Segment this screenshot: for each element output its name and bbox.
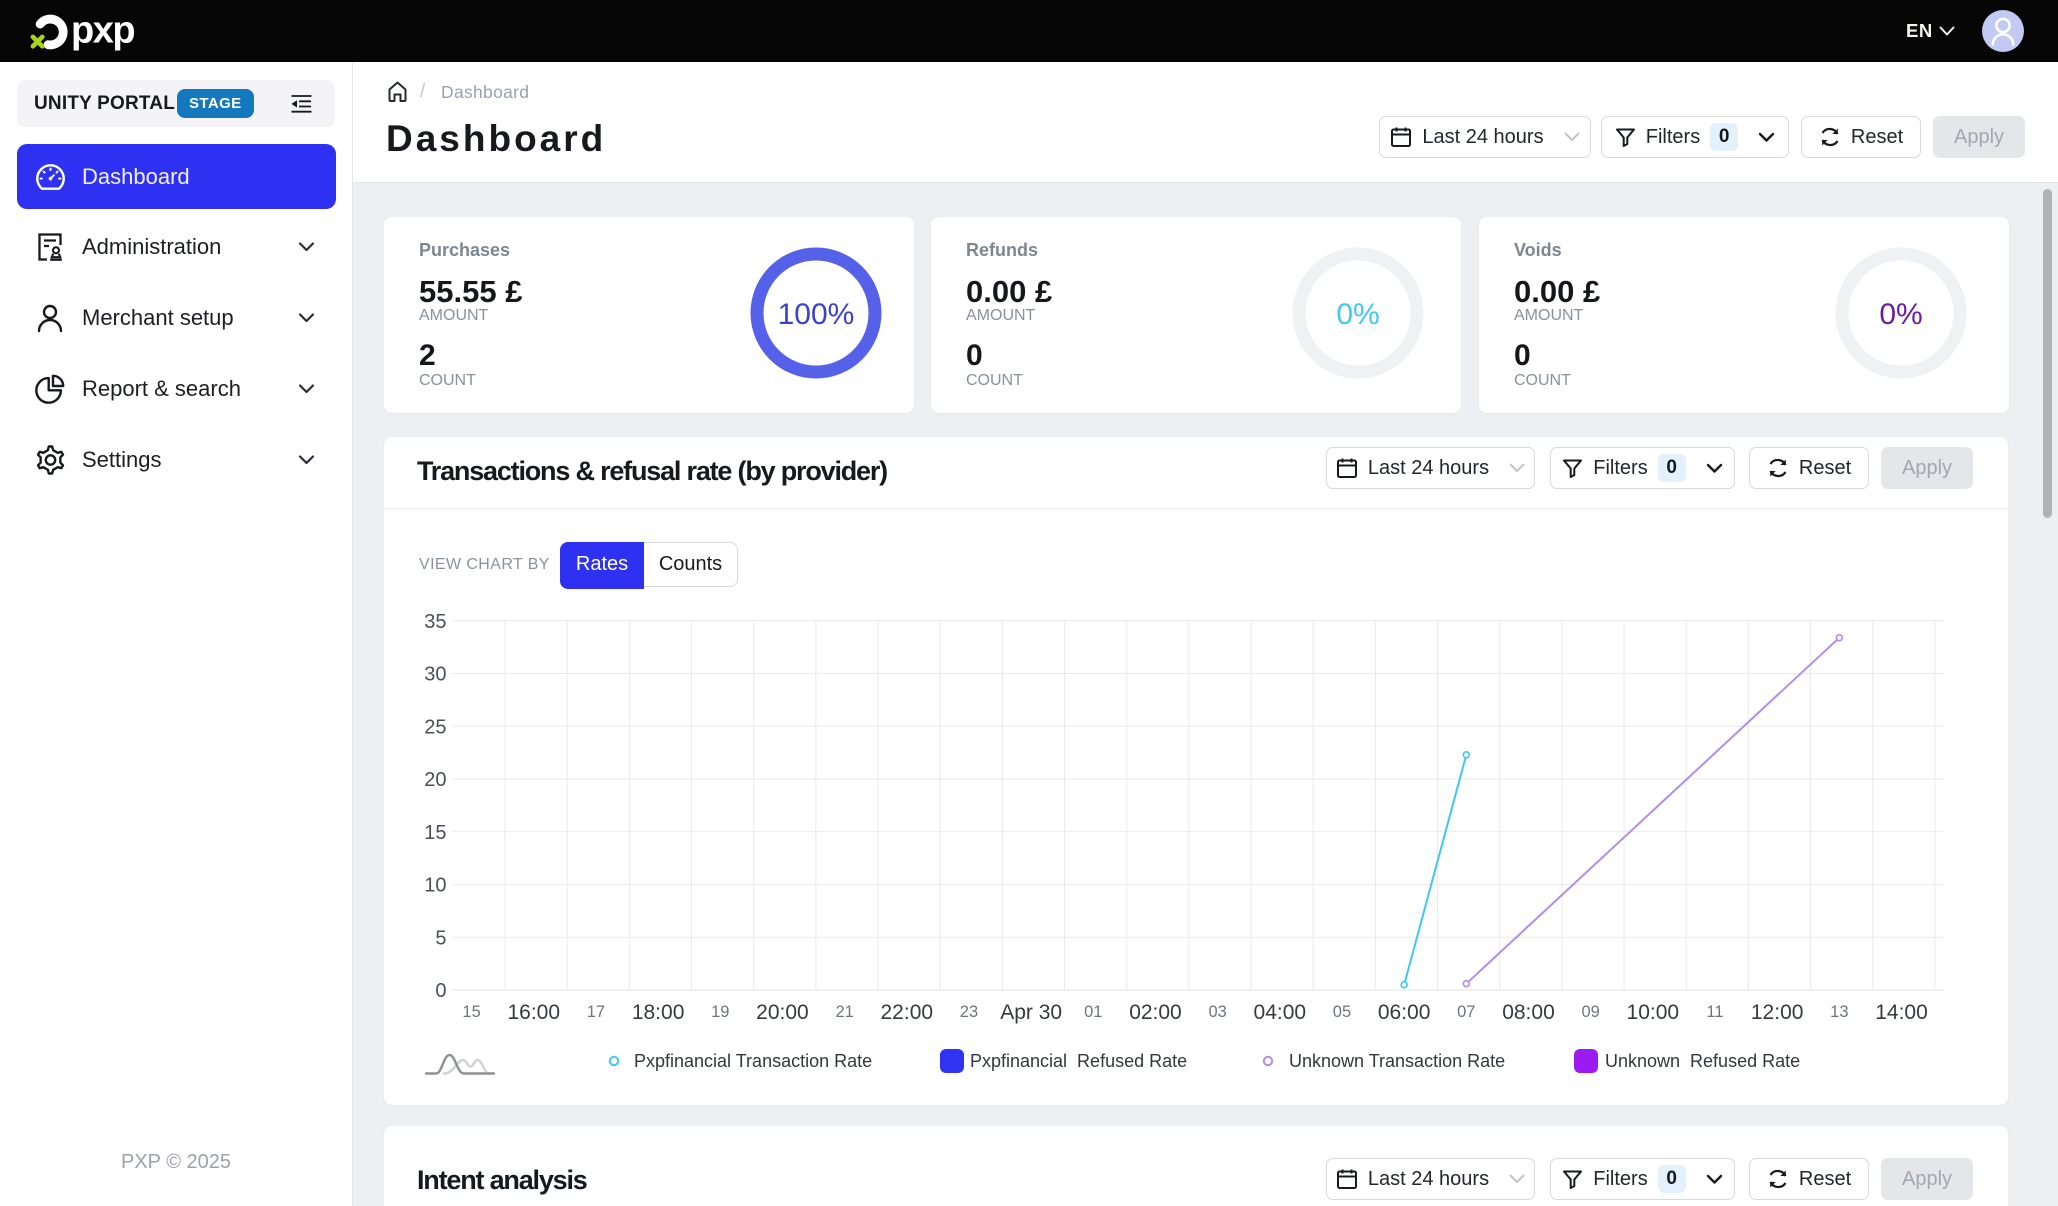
svg-text:10:00: 10:00 <box>1627 1001 1680 1024</box>
svg-text:17: 17 <box>587 1003 605 1021</box>
svg-text:30: 30 <box>424 664 446 686</box>
svg-text:09: 09 <box>1581 1003 1599 1021</box>
svg-text:10: 10 <box>424 875 446 897</box>
svg-text:20: 20 <box>424 769 446 791</box>
svg-text:03: 03 <box>1208 1003 1226 1021</box>
svg-text:06:00: 06:00 <box>1378 1001 1431 1024</box>
svg-text:04:00: 04:00 <box>1254 1001 1307 1024</box>
svg-text:23: 23 <box>960 1003 978 1021</box>
svg-text:pxp: pxp <box>71 9 134 51</box>
svg-text:08:00: 08:00 <box>1502 1001 1555 1024</box>
svg-text:21: 21 <box>835 1003 853 1021</box>
svg-text:13: 13 <box>1830 1003 1848 1021</box>
svg-text:Apr 30: Apr 30 <box>1000 1001 1062 1024</box>
svg-text:20:00: 20:00 <box>756 1001 809 1024</box>
svg-text:25: 25 <box>424 716 446 738</box>
svg-text:0: 0 <box>435 980 446 1002</box>
svg-text:18:00: 18:00 <box>632 1001 685 1024</box>
svg-text:01: 01 <box>1084 1003 1102 1021</box>
svg-text:02:00: 02:00 <box>1129 1001 1182 1024</box>
svg-text:15: 15 <box>462 1003 480 1021</box>
svg-text:12:00: 12:00 <box>1751 1001 1804 1024</box>
svg-text:07: 07 <box>1457 1003 1475 1021</box>
svg-text:5: 5 <box>435 927 446 949</box>
svg-text:11: 11 <box>1706 1003 1723 1021</box>
svg-text:14:00: 14:00 <box>1875 1001 1928 1024</box>
svg-text:19: 19 <box>711 1003 729 1021</box>
svg-text:35: 35 <box>424 611 446 633</box>
svg-text:05: 05 <box>1333 1003 1351 1021</box>
svg-text:16:00: 16:00 <box>507 1001 560 1024</box>
svg-text:22:00: 22:00 <box>881 1001 934 1024</box>
svg-text:15: 15 <box>424 822 446 844</box>
